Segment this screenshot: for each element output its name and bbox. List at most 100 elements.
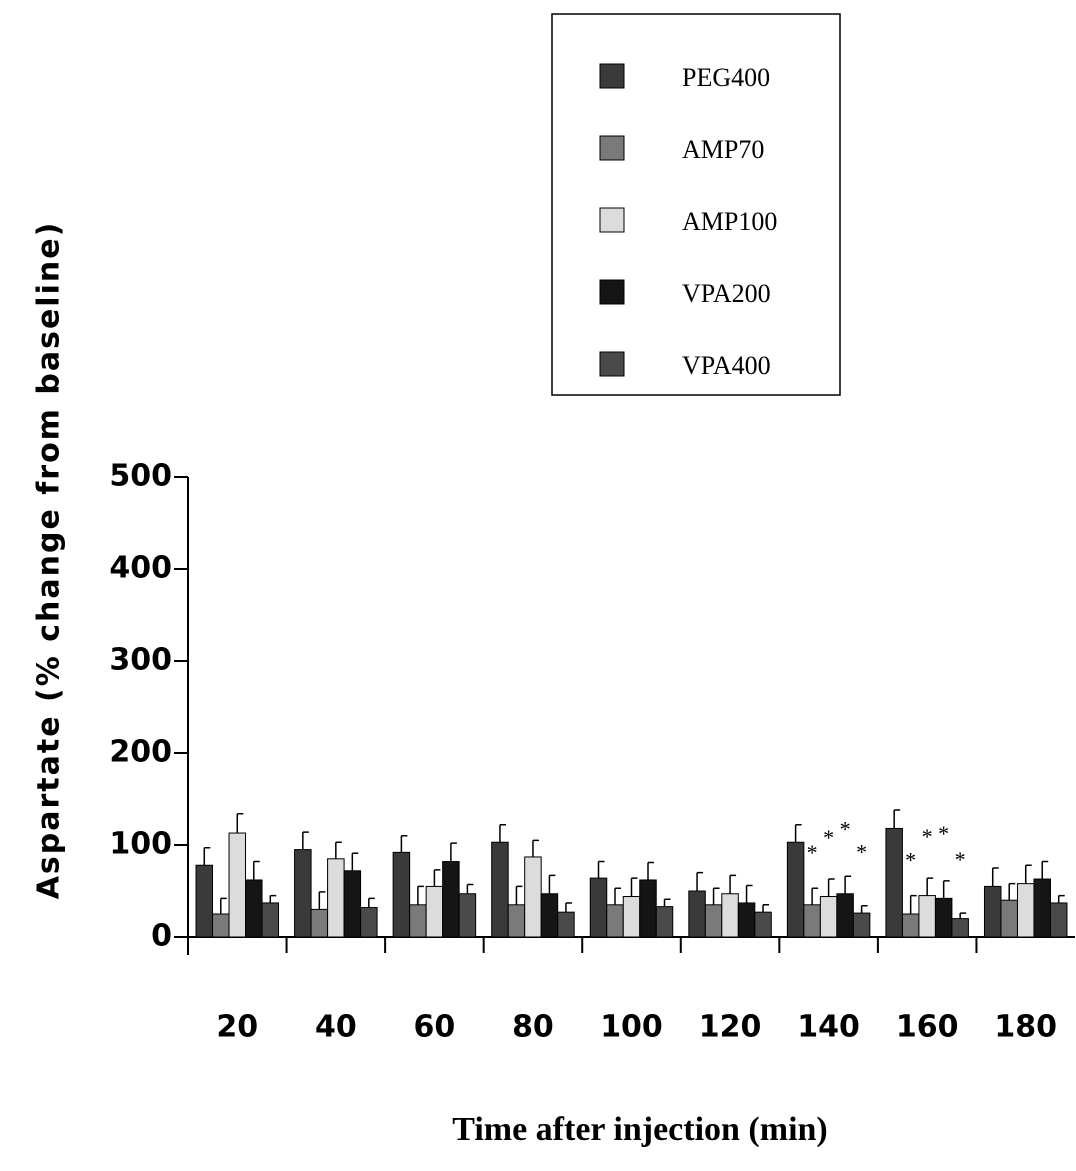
error-bar xyxy=(597,860,605,879)
error-bar xyxy=(926,877,934,896)
error-bar xyxy=(647,861,654,880)
bar xyxy=(589,877,608,938)
error-bar xyxy=(630,877,638,897)
x-tick-label: 100 xyxy=(600,1010,663,1045)
error-bar xyxy=(827,878,835,897)
error-bar xyxy=(942,880,950,899)
bar xyxy=(786,841,805,938)
legend-label: AMP70 xyxy=(682,135,764,164)
significance-marker: * xyxy=(807,840,818,865)
bar xyxy=(409,904,427,938)
significance-marker: * xyxy=(840,816,851,841)
significance-marker: * xyxy=(938,821,949,846)
error-bar xyxy=(909,894,917,914)
error-bar xyxy=(614,887,621,905)
bar xyxy=(852,912,871,938)
bar xyxy=(704,904,723,938)
bar xyxy=(261,902,280,938)
y-tick-label: 500 xyxy=(109,459,172,494)
bar xyxy=(885,827,903,938)
error-bar xyxy=(236,812,244,834)
error-bar xyxy=(433,869,441,887)
error-bar xyxy=(203,847,211,866)
bar xyxy=(540,893,559,938)
error-bar xyxy=(335,841,342,859)
bar xyxy=(1016,883,1035,938)
significance-marker: * xyxy=(856,840,867,865)
bar xyxy=(392,851,411,938)
bar xyxy=(524,856,542,938)
bar xyxy=(901,913,920,938)
bar xyxy=(688,890,706,938)
bar xyxy=(557,911,575,938)
x-tick-label: 140 xyxy=(797,1010,860,1045)
bar xyxy=(245,879,263,938)
bar xyxy=(343,870,362,938)
error-bar xyxy=(762,904,770,913)
bar xyxy=(491,841,509,938)
bar xyxy=(212,913,230,938)
error-bar xyxy=(220,897,227,914)
y-tick-label: 200 xyxy=(109,735,172,770)
error-bar xyxy=(729,874,737,894)
bar xyxy=(228,832,247,938)
x-tick-label: 80 xyxy=(512,1010,554,1045)
error-bar xyxy=(253,860,260,880)
legend-swatch xyxy=(599,207,625,233)
bar xyxy=(918,895,936,938)
significance-marker: * xyxy=(905,848,916,873)
bar xyxy=(655,906,674,938)
bar xyxy=(934,897,953,938)
bar xyxy=(442,861,460,938)
x-tick-label: 40 xyxy=(315,1010,357,1045)
error-bar xyxy=(318,891,326,910)
legend-swatch xyxy=(599,279,625,305)
bar xyxy=(1000,899,1018,938)
legend-label: PEG400 xyxy=(682,63,770,92)
error-bar xyxy=(499,824,506,843)
significance-marker: * xyxy=(922,824,933,849)
error-bar xyxy=(269,894,277,903)
legend-label: VPA200 xyxy=(682,279,771,308)
error-bar xyxy=(1057,894,1065,903)
error-bar xyxy=(860,904,868,914)
error-bar xyxy=(745,884,753,903)
x-tick-label: 20 xyxy=(216,1010,258,1045)
y-tick-label: 100 xyxy=(109,827,172,862)
legend-label: VPA400 xyxy=(682,351,771,380)
bar xyxy=(458,893,477,938)
legend-box xyxy=(551,13,841,396)
x-tick-label: 160 xyxy=(896,1010,959,1045)
error-bar xyxy=(1008,882,1016,901)
significance-marker: * xyxy=(823,825,834,850)
bar xyxy=(639,879,657,938)
y-tick-label: 0 xyxy=(151,919,172,954)
bar xyxy=(1049,902,1068,938)
error-bar xyxy=(712,887,720,905)
x-tick-label: 120 xyxy=(699,1010,762,1045)
bar xyxy=(737,902,756,938)
error-bar xyxy=(302,831,309,850)
error-bar xyxy=(450,842,457,862)
error-bar xyxy=(794,824,802,843)
error-bar xyxy=(565,902,572,913)
bar xyxy=(836,893,854,938)
error-bar xyxy=(351,852,359,871)
bar xyxy=(327,858,345,938)
error-bar xyxy=(548,874,556,894)
error-bar xyxy=(844,875,852,894)
error-bar xyxy=(991,867,999,887)
error-bar xyxy=(532,839,539,857)
error-bar xyxy=(959,912,967,919)
bar xyxy=(310,908,329,938)
x-tick-label: 60 xyxy=(414,1010,456,1045)
bar xyxy=(721,893,739,938)
legend-swatch xyxy=(599,63,625,89)
bar xyxy=(507,904,526,938)
bar xyxy=(1033,878,1051,938)
bar xyxy=(195,864,214,938)
legend-swatch xyxy=(599,351,625,377)
bar xyxy=(951,918,969,938)
x-axis-label: Time after injection (min) xyxy=(452,1111,828,1148)
bar xyxy=(622,896,641,938)
